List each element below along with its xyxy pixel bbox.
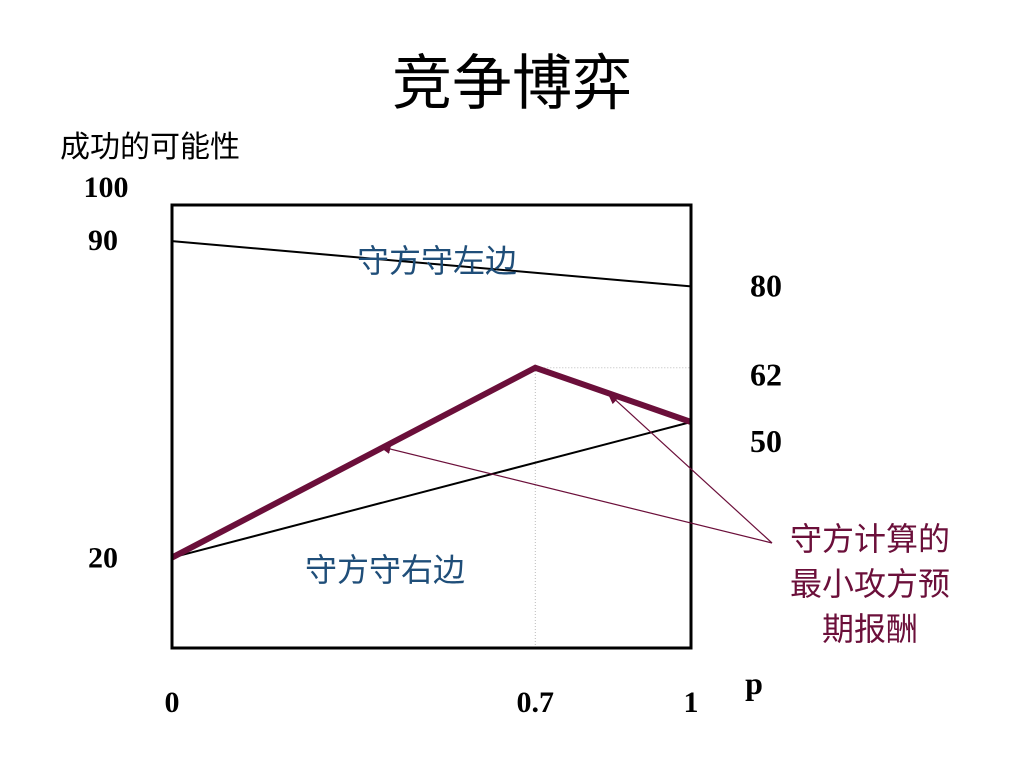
plot-frame (170, 203, 693, 650)
series-line-2 (171, 421, 692, 559)
y-axis-label: 成功的可能性 (60, 130, 240, 165)
callout-text-line: 期报酬 (822, 610, 918, 648)
region-label-right: 守方守右边 (305, 551, 465, 589)
x-tick-label: 1 (684, 686, 699, 719)
y-tick-label-left: 90 (88, 224, 118, 257)
x-axis-label: p (745, 665, 763, 701)
y-tick-label-left: 20 (88, 542, 118, 575)
region-label-left: 守方守左边 (357, 242, 517, 280)
x-tick-label: 0.7 (517, 686, 555, 719)
callout-arrow (607, 392, 773, 544)
callout-text-line: 守方计算的 (790, 520, 950, 558)
x-tick-label: 0 (165, 686, 180, 719)
y-tick-label-right: 80 (750, 267, 782, 303)
series-line-1 (171, 240, 692, 288)
y-tick-label-right: 50 (750, 423, 782, 459)
callout-text-line: 最小攻方预 (790, 565, 950, 603)
callout-arrow (378, 444, 773, 544)
y-tick-label-left: 100 (84, 171, 129, 204)
y-tick-label-right: 62 (750, 357, 782, 393)
series-line-min-payoff (170, 364, 692, 561)
slide-title: 竞争博弈 (392, 49, 632, 119)
